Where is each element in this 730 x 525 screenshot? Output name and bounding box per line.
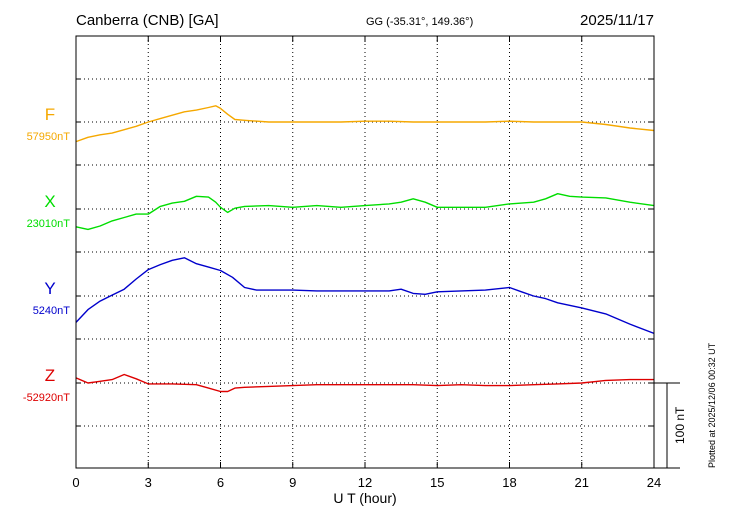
x-tick-label: 9 xyxy=(289,475,296,490)
plot-date: 2025/11/17 xyxy=(580,12,654,29)
station-title: Canberra (CNB) [GA] xyxy=(76,12,219,29)
series-line-z xyxy=(75,373,654,393)
x-tick-label: 24 xyxy=(647,475,661,490)
component-label-y: Y xyxy=(44,279,55,298)
baseline-label-x: 23010nT xyxy=(27,218,71,230)
series-line-x xyxy=(75,193,655,231)
x-tick-label: 12 xyxy=(358,475,372,490)
baseline-label-y: 5240nT xyxy=(33,305,71,317)
plotted-timestamp: Plotted at 2025/12/06 00:32 UT xyxy=(707,342,717,468)
x-tick-label: 0 xyxy=(72,475,79,490)
x-tick-label: 3 xyxy=(145,475,152,490)
component-label-f: F xyxy=(45,105,55,124)
baseline-label-z: -52920nT xyxy=(23,392,70,404)
x-tick-label: 21 xyxy=(575,475,589,490)
component-label-z: Z xyxy=(45,366,55,385)
component-label-x: X xyxy=(44,192,55,211)
x-tick-label: 15 xyxy=(430,475,444,490)
series-line-y xyxy=(75,257,655,335)
station-coordinates: GG (-35.31°, 149.36°) xyxy=(366,16,473,28)
baseline-label-f: 57950nT xyxy=(27,131,71,143)
x-axis-title: U T (hour) xyxy=(333,490,396,506)
x-tick-label: 18 xyxy=(502,475,516,490)
x-tick-label: 6 xyxy=(217,475,224,490)
scale-bar-label: 100 nT xyxy=(673,406,687,444)
series-line-f xyxy=(75,105,655,143)
